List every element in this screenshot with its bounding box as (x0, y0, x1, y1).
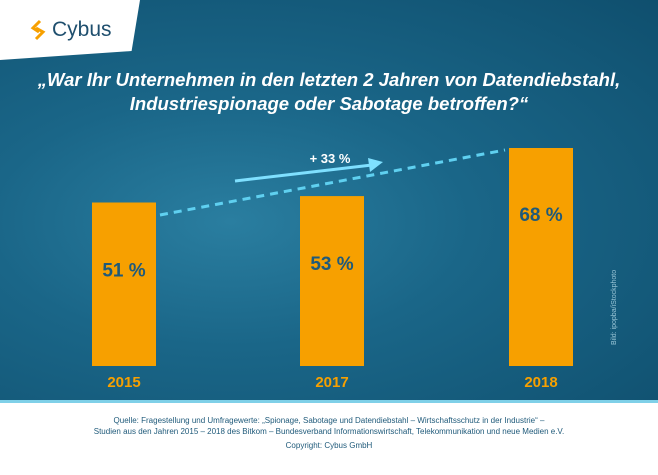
category-label: 2018 (524, 374, 557, 391)
trend-arrow-head (368, 158, 383, 172)
bar-2017 (300, 196, 364, 366)
chart-title: „War Ihr Unternehmen in den letzten 2 Ja… (0, 68, 658, 116)
copyright: Copyright: Cybus GmbH (285, 441, 373, 450)
title-line-2: Industriespionage oder Sabotage betroffe… (129, 93, 529, 114)
trend-arrow-dashed (159, 148, 506, 217)
value-label: 53 % (310, 254, 353, 275)
source-line-2: Studien aus den Jahren 2015 – 2018 des B… (93, 427, 565, 436)
cybus-logo: Cybus (30, 18, 112, 42)
bar-2018 (509, 148, 573, 366)
logo-panel (0, 0, 140, 60)
category-label: 2017 (315, 374, 348, 391)
bar-2015 (92, 202, 156, 366)
image-credit: Bild: ipopba/iStockphoto (611, 269, 618, 345)
footer: Quelle: Fragestellung und Umfragewerte: … (0, 415, 658, 451)
cybus-logo-icon (30, 19, 46, 41)
value-label: 68 % (519, 205, 562, 226)
title-line-1: „War Ihr Unternehmen in den letzten 2 Ja… (37, 69, 621, 90)
bar-chart: + 33 % 51 % 2015 53 % 2017 68 % 2018 (92, 148, 573, 391)
category-label: 2015 (107, 374, 140, 391)
value-label: 51 % (102, 261, 145, 282)
source-line-1: Quelle: Fragestellung und Umfragewerte: … (113, 416, 545, 425)
logo-text: Cybus (52, 18, 112, 41)
trend-arrow-solid (234, 163, 373, 183)
growth-annotation: + 33 % (310, 151, 351, 166)
